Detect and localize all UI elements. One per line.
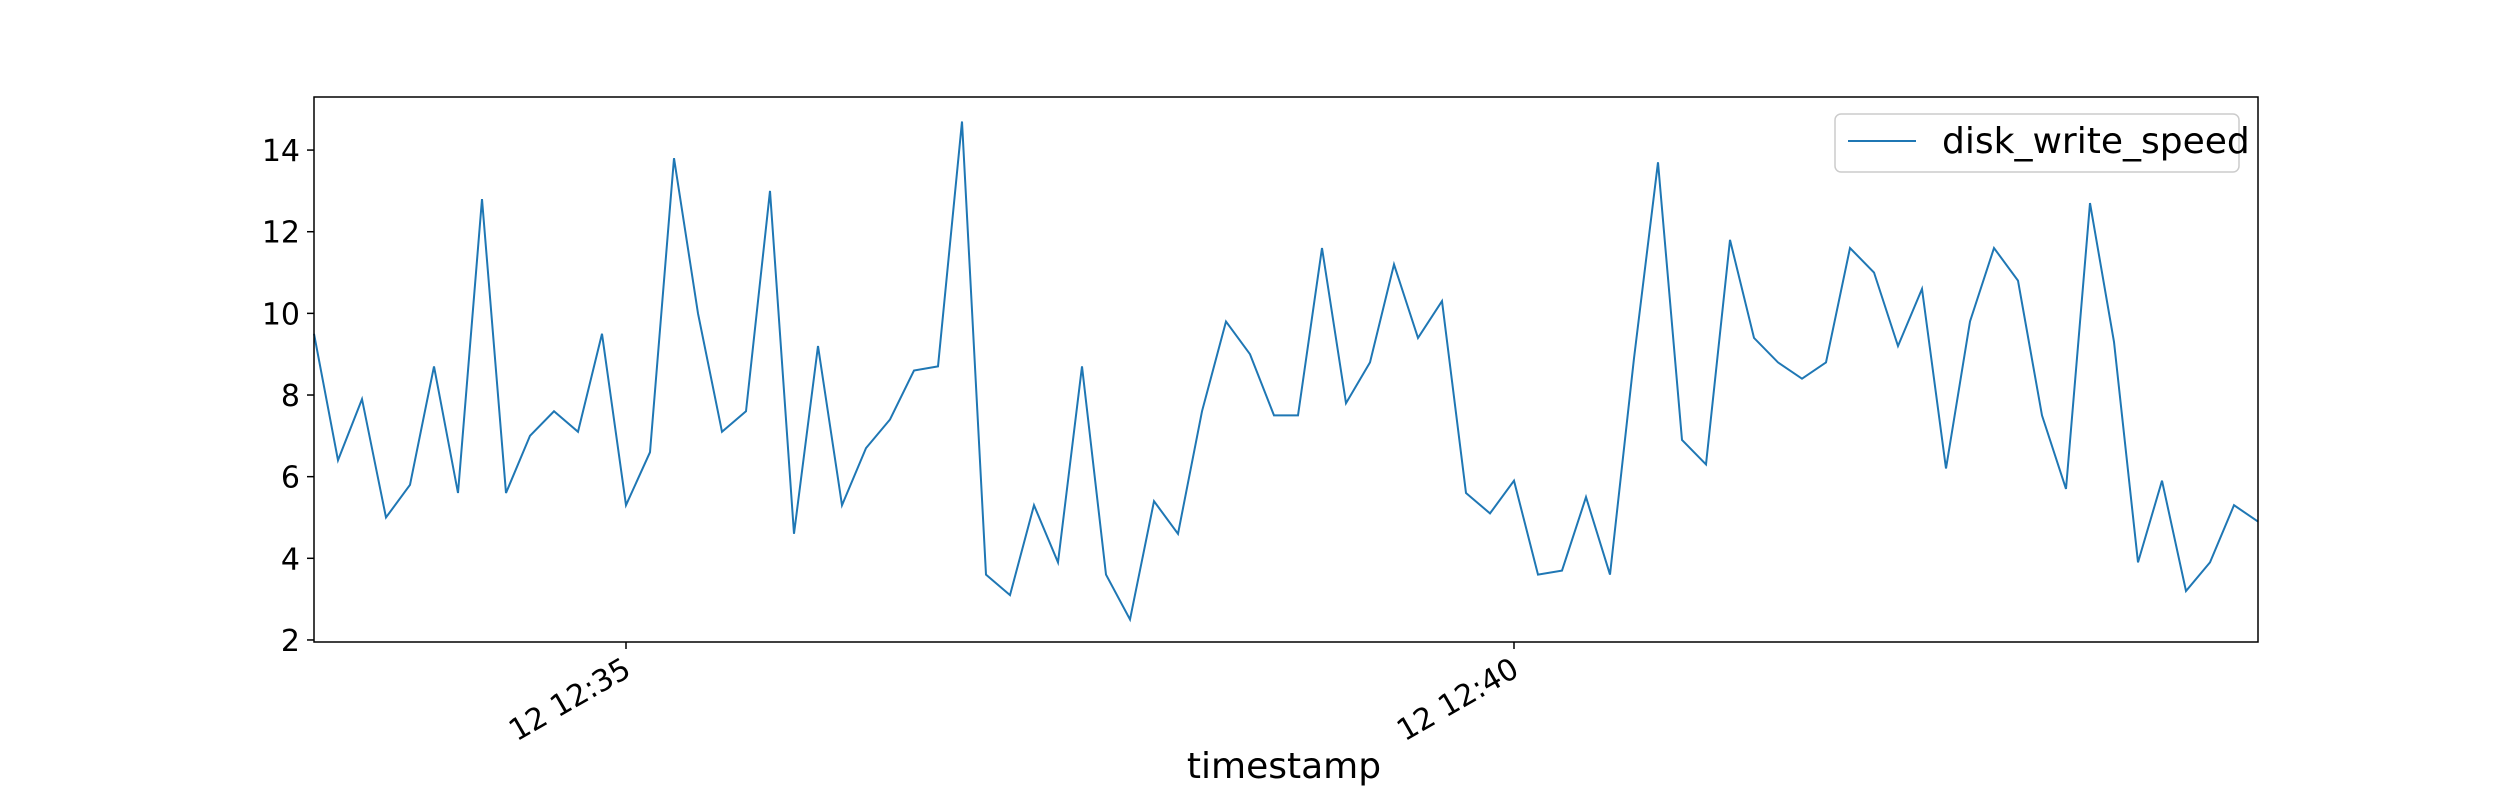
legend-label: disk_write_speed: [1942, 121, 2250, 162]
y-tick-label: 12: [262, 216, 300, 251]
plot-frame: [313, 96, 2259, 643]
legend-frame: [1834, 113, 2240, 173]
legend: disk_write_speed: [1834, 113, 2250, 173]
x-tick-label: 12 12:35: [503, 651, 637, 748]
x-axis-label: timestamp: [1187, 746, 1381, 787]
y-tick-label: 4: [281, 542, 300, 577]
y-axis: 2 4 6 8 10 12 14: [262, 134, 314, 659]
y-tick-label: 14: [262, 134, 300, 169]
plot-area: [313, 96, 2259, 643]
y-tick-label: 2: [281, 624, 300, 659]
series-line-disk-write-speed: [313, 121, 2259, 623]
y-tick-label: 6: [281, 461, 300, 496]
y-tick-label: 8: [281, 379, 300, 414]
y-tick-label: 10: [262, 297, 300, 332]
x-axis: 12 12:35 12 12:40: [503, 642, 1525, 749]
x-tick-label: 12 12:40: [1391, 651, 1525, 748]
